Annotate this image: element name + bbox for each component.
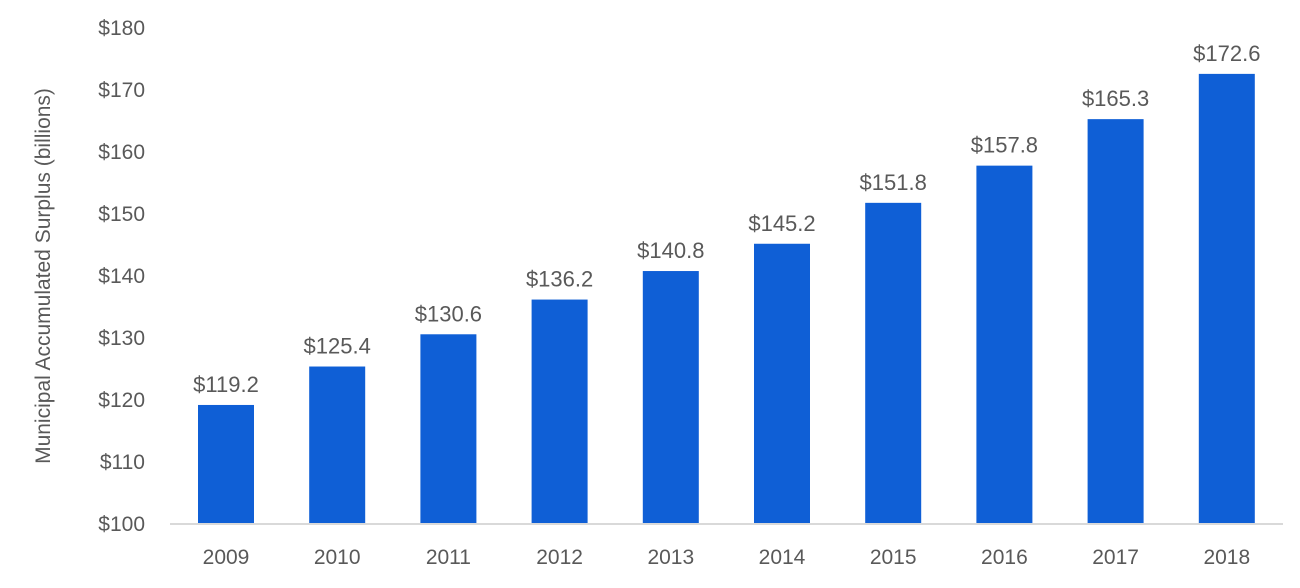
bar-2018: [1198, 73, 1255, 524]
y-axis-label: Municipal Accumulated Surplus (billions): [32, 88, 55, 464]
y-tick-label: $120: [98, 389, 145, 412]
bar-2017: [1087, 119, 1144, 524]
bar-2012: [531, 299, 588, 524]
data-label: $136.2: [526, 267, 593, 292]
data-label: $145.2: [748, 211, 815, 236]
bar-2014: [754, 243, 810, 524]
data-label: $140.8: [637, 238, 704, 263]
bar-2013: [642, 271, 699, 524]
x-tick-label: 2010: [314, 546, 361, 569]
data-label: $125.4: [304, 334, 371, 359]
x-tick-label: 2015: [870, 546, 917, 569]
data-label: $165.3: [1082, 86, 1149, 111]
x-tick-label: 2017: [1092, 546, 1139, 569]
y-tick-label: $170: [98, 79, 145, 102]
y-tick-label: $130: [98, 327, 145, 350]
y-tick-label: $100: [98, 513, 145, 536]
y-tick-label: $150: [98, 203, 145, 226]
data-label: $119.2: [193, 372, 259, 397]
bar-2015: [865, 202, 922, 524]
x-tick-label: 2009: [203, 546, 250, 569]
x-tick-label: 2016: [981, 546, 1028, 569]
bar-2011: [420, 334, 477, 524]
y-tick-label: $180: [98, 17, 145, 40]
x-tick-label: 2011: [426, 546, 471, 569]
y-tick-label: $110: [100, 451, 145, 474]
data-label: $157.8: [971, 133, 1038, 158]
x-tick-label: 2013: [647, 546, 694, 569]
bar-2009: [198, 404, 254, 524]
x-tick-label: 2012: [536, 546, 583, 569]
bar-2010: [309, 366, 366, 524]
data-label: $130.6: [415, 301, 482, 326]
x-tick-label: 2014: [759, 546, 806, 569]
bar-2016: [976, 165, 1033, 524]
y-tick-label: $140: [98, 265, 145, 288]
x-tick-label: 2018: [1203, 546, 1250, 569]
data-label: $172.6: [1193, 41, 1260, 66]
y-tick-label: $160: [98, 141, 145, 164]
data-label: $151.8: [860, 170, 927, 195]
